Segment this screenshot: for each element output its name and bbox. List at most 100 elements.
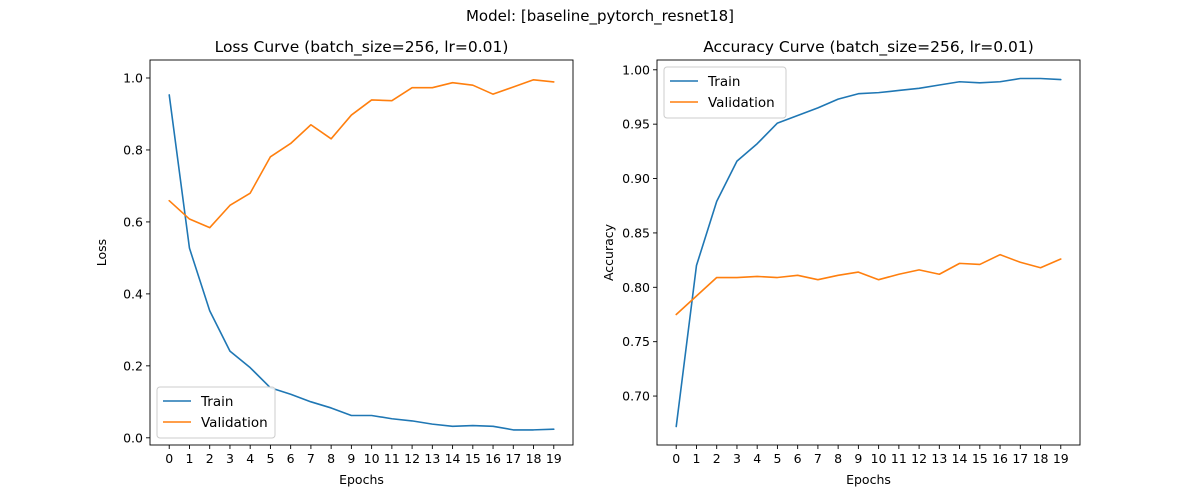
loss-chart: Loss Curve (batch_size=256, lr=0.01)0 1 2 3…	[94, 38, 574, 487]
data-point-validation	[957, 261, 961, 265]
x-tick-label: 13	[931, 451, 947, 466]
data-point-train	[471, 423, 475, 427]
data-point-validation	[288, 141, 292, 145]
x-tick-label: 5	[266, 451, 274, 466]
data-point-validation	[430, 86, 434, 90]
x-tick-label: 12	[911, 451, 927, 466]
x-tick-label: 17	[1012, 451, 1028, 466]
axes-frame	[149, 59, 574, 446]
legend-box	[663, 66, 787, 119]
data-point-validation	[208, 225, 212, 229]
data-point-train	[957, 80, 961, 84]
data-point-validation	[329, 137, 333, 141]
data-point-validation	[775, 275, 779, 279]
data-point-train	[349, 413, 353, 417]
data-point-train	[167, 93, 171, 97]
x-tick-label: 6	[794, 451, 802, 466]
x-tick-label: 10	[364, 451, 380, 466]
data-point-train	[491, 424, 495, 428]
data-point-train	[897, 88, 901, 92]
legend: Train Validation	[663, 66, 787, 119]
x-tick-label: 8	[834, 451, 842, 466]
data-point-validation	[167, 198, 171, 202]
legend-label-validation: Validation	[201, 415, 268, 431]
legend-label-validation: Validation	[708, 95, 775, 111]
data-point-train	[390, 417, 394, 421]
x-tick-label: 18	[1033, 451, 1049, 466]
data-point-validation	[755, 274, 759, 278]
series-line-train	[168, 94, 555, 431]
data-point-train	[856, 92, 860, 96]
data-point-validation	[268, 155, 272, 159]
data-point-train	[937, 83, 941, 87]
data-point-train	[531, 428, 535, 432]
data-point-validation	[491, 92, 495, 96]
data-point-validation	[674, 312, 678, 316]
data-point-validation	[369, 98, 373, 102]
data-point-validation	[552, 80, 556, 84]
x-tick-label: 2	[713, 451, 721, 466]
axes-frame	[656, 59, 1081, 446]
data-point-validation	[531, 78, 535, 82]
data-point-train	[876, 90, 880, 94]
x-tick-label: 19	[546, 451, 562, 466]
x-tick-label: 14	[952, 451, 968, 466]
data-point-train	[775, 121, 779, 125]
data-point-train	[978, 81, 982, 85]
x-tick-label: 16	[992, 451, 1008, 466]
x-tick-label: 2	[206, 451, 214, 466]
data-point-validation	[795, 273, 799, 277]
data-point-train	[1038, 76, 1042, 80]
data-point-validation	[917, 268, 921, 272]
x-tick-label: 12	[404, 451, 420, 466]
y-tick-label: 0.0	[123, 430, 143, 445]
y-tick-label: 0.90	[622, 171, 650, 186]
data-point-train	[836, 97, 840, 101]
x-axis-label: Epochs	[339, 472, 384, 487]
data-point-validation	[1059, 257, 1063, 261]
series-line-train	[675, 77, 1062, 428]
x-tick-label: 3	[226, 451, 234, 466]
x-tick-label: 15	[972, 451, 988, 466]
x-tick-label: 15	[465, 451, 481, 466]
data-point-validation	[998, 252, 1002, 256]
data-point-train	[329, 406, 333, 410]
data-point-train	[309, 400, 313, 404]
data-point-validation	[410, 86, 414, 90]
data-point-validation	[694, 294, 698, 298]
chart-title: Accuracy Curve (batch_size=256, lr=0.01)	[703, 38, 1034, 57]
data-point-train	[735, 159, 739, 163]
data-point-train	[248, 365, 252, 369]
data-point-validation	[349, 113, 353, 117]
x-tick-label: 4	[753, 451, 761, 466]
y-axis-label: Loss	[94, 239, 109, 266]
data-point-train	[715, 199, 719, 203]
legend-label-train: Train	[200, 394, 233, 410]
y-axis-label: Accuracy	[601, 223, 616, 281]
data-point-train	[450, 424, 454, 428]
data-point-validation	[816, 277, 820, 281]
x-tick-label: 7	[814, 451, 822, 466]
y-tick-label: 0.95	[622, 117, 650, 132]
series-line-validation	[675, 253, 1062, 316]
data-point-train	[208, 309, 212, 313]
data-point-validation	[511, 85, 515, 89]
data-point-validation	[856, 270, 860, 274]
y-tick-label: 1.0	[123, 70, 143, 85]
data-point-validation	[978, 262, 982, 266]
data-point-validation	[390, 98, 394, 102]
data-point-train	[1059, 77, 1063, 81]
legend-box	[156, 386, 276, 439]
y-tick-label: 0.80	[622, 280, 650, 295]
y-tick-label: 1.00	[622, 62, 650, 77]
data-point-train	[228, 349, 232, 353]
chart-title: Loss Curve (batch_size=256, lr=0.01)	[215, 38, 509, 57]
y-tick-label: 0.75	[622, 334, 650, 349]
data-point-validation	[1018, 260, 1022, 264]
data-point-train	[755, 142, 759, 146]
data-point-validation	[187, 217, 191, 221]
x-tick-label: 11	[891, 451, 907, 466]
x-tick-label: 1	[692, 451, 700, 466]
x-tick-label: 5	[773, 451, 781, 466]
